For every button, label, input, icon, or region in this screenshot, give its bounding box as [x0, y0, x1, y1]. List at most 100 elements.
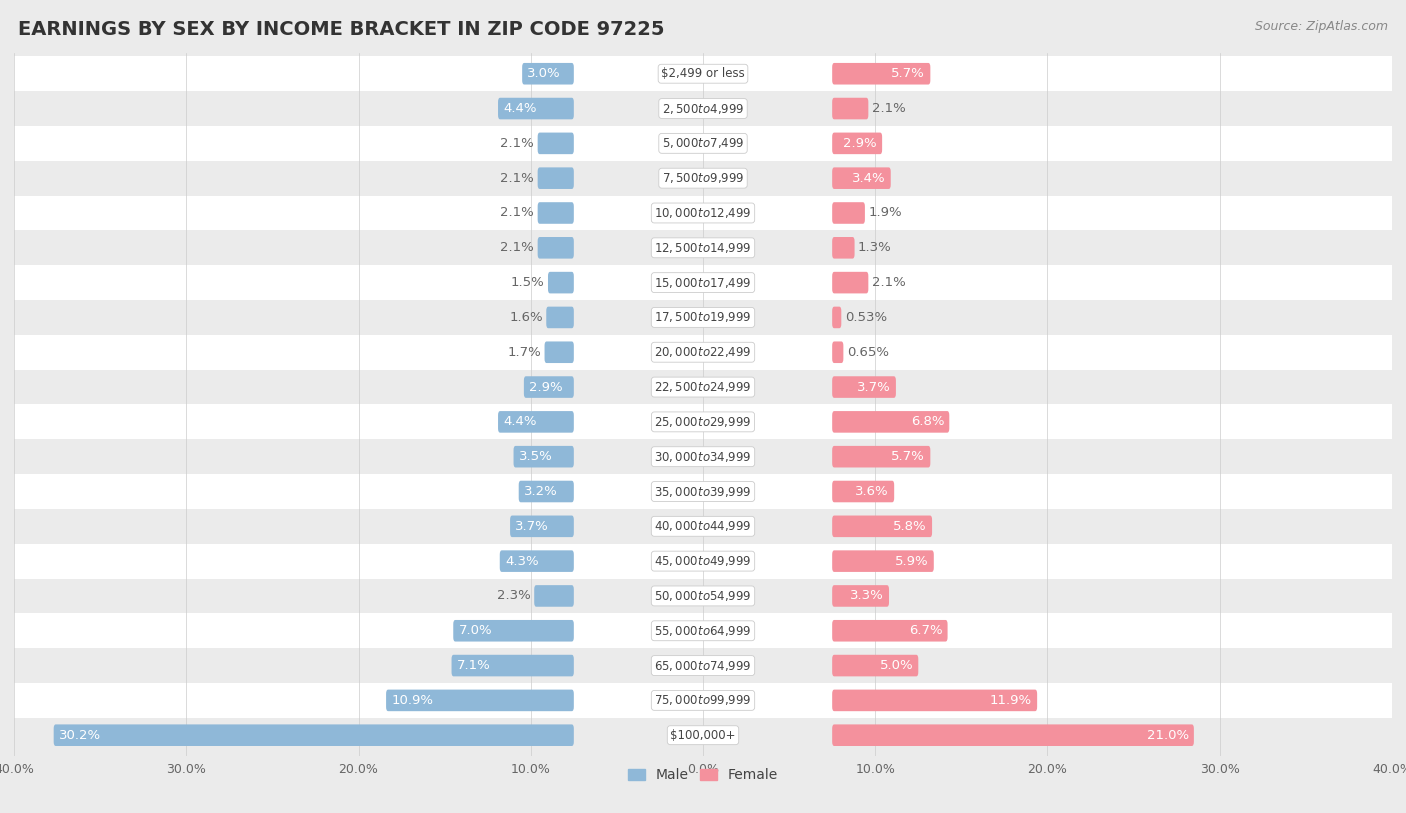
FancyBboxPatch shape	[498, 98, 574, 120]
FancyBboxPatch shape	[832, 724, 1194, 746]
FancyBboxPatch shape	[522, 63, 574, 85]
Text: 3.2%: 3.2%	[524, 485, 558, 498]
FancyBboxPatch shape	[832, 272, 869, 293]
Text: $100,000+: $100,000+	[671, 728, 735, 741]
Text: 5.7%: 5.7%	[891, 67, 925, 80]
Text: 0.65%: 0.65%	[846, 346, 889, 359]
FancyBboxPatch shape	[832, 550, 934, 572]
Bar	[14, 509, 1392, 544]
Text: 2.1%: 2.1%	[501, 172, 534, 185]
Bar	[14, 579, 1392, 613]
FancyBboxPatch shape	[832, 515, 932, 537]
FancyBboxPatch shape	[832, 620, 948, 641]
Bar	[14, 718, 1392, 753]
FancyBboxPatch shape	[537, 202, 574, 224]
FancyBboxPatch shape	[548, 272, 574, 293]
FancyBboxPatch shape	[537, 237, 574, 259]
Text: 6.7%: 6.7%	[908, 624, 942, 637]
Text: 1.5%: 1.5%	[510, 276, 544, 289]
Text: 0.53%: 0.53%	[845, 311, 887, 324]
Bar	[14, 56, 1392, 91]
Text: 1.6%: 1.6%	[509, 311, 543, 324]
Text: 10.9%: 10.9%	[391, 693, 433, 706]
FancyBboxPatch shape	[498, 411, 574, 433]
Bar	[14, 196, 1392, 230]
FancyBboxPatch shape	[453, 620, 574, 641]
Text: 3.5%: 3.5%	[519, 450, 553, 463]
Text: 21.0%: 21.0%	[1146, 728, 1188, 741]
Bar	[14, 230, 1392, 265]
Text: $17,500 to $19,999: $17,500 to $19,999	[654, 311, 752, 324]
FancyBboxPatch shape	[832, 654, 918, 676]
FancyBboxPatch shape	[832, 585, 889, 606]
FancyBboxPatch shape	[832, 411, 949, 433]
Text: 11.9%: 11.9%	[990, 693, 1032, 706]
Text: EARNINGS BY SEX BY INCOME BRACKET IN ZIP CODE 97225: EARNINGS BY SEX BY INCOME BRACKET IN ZIP…	[18, 20, 665, 39]
Text: $15,000 to $17,499: $15,000 to $17,499	[654, 276, 752, 289]
Text: 3.7%: 3.7%	[515, 520, 548, 533]
Text: $22,500 to $24,999: $22,500 to $24,999	[654, 380, 752, 394]
FancyBboxPatch shape	[519, 480, 574, 502]
Text: $5,000 to $7,499: $5,000 to $7,499	[662, 137, 744, 150]
Text: 30.2%: 30.2%	[59, 728, 101, 741]
Text: 1.9%: 1.9%	[869, 207, 903, 220]
Text: 2.1%: 2.1%	[501, 207, 534, 220]
Text: $55,000 to $64,999: $55,000 to $64,999	[654, 624, 752, 637]
Text: $2,500 to $4,999: $2,500 to $4,999	[662, 102, 744, 115]
Text: $7,500 to $9,999: $7,500 to $9,999	[662, 172, 744, 185]
Bar	[14, 370, 1392, 404]
FancyBboxPatch shape	[832, 98, 869, 120]
Text: 7.1%: 7.1%	[457, 659, 491, 672]
Bar	[14, 544, 1392, 579]
Text: $75,000 to $99,999: $75,000 to $99,999	[654, 693, 752, 707]
Bar	[14, 648, 1392, 683]
FancyBboxPatch shape	[537, 167, 574, 189]
Bar	[14, 300, 1392, 335]
Text: $20,000 to $22,499: $20,000 to $22,499	[654, 346, 752, 359]
FancyBboxPatch shape	[510, 515, 574, 537]
FancyBboxPatch shape	[832, 689, 1038, 711]
Text: $30,000 to $34,999: $30,000 to $34,999	[654, 450, 752, 463]
FancyBboxPatch shape	[832, 341, 844, 363]
Text: 4.4%: 4.4%	[503, 415, 537, 428]
Legend: Male, Female: Male, Female	[623, 763, 783, 788]
Text: 2.1%: 2.1%	[872, 276, 905, 289]
Text: $2,499 or less: $2,499 or less	[661, 67, 745, 80]
Text: 2.1%: 2.1%	[872, 102, 905, 115]
FancyBboxPatch shape	[499, 550, 574, 572]
FancyBboxPatch shape	[832, 376, 896, 398]
Text: $25,000 to $29,999: $25,000 to $29,999	[654, 415, 752, 429]
FancyBboxPatch shape	[832, 480, 894, 502]
FancyBboxPatch shape	[547, 307, 574, 328]
FancyBboxPatch shape	[832, 202, 865, 224]
Text: 3.3%: 3.3%	[851, 589, 884, 602]
Bar	[14, 91, 1392, 126]
Text: $40,000 to $44,999: $40,000 to $44,999	[654, 520, 752, 533]
Text: 2.9%: 2.9%	[529, 380, 562, 393]
Text: $50,000 to $54,999: $50,000 to $54,999	[654, 589, 752, 603]
FancyBboxPatch shape	[513, 446, 574, 467]
FancyBboxPatch shape	[451, 654, 574, 676]
Bar	[14, 265, 1392, 300]
Text: 6.8%: 6.8%	[911, 415, 945, 428]
Bar	[14, 161, 1392, 196]
Bar	[14, 439, 1392, 474]
Text: 4.3%: 4.3%	[505, 554, 538, 567]
Text: $65,000 to $74,999: $65,000 to $74,999	[654, 659, 752, 672]
Text: 3.4%: 3.4%	[852, 172, 886, 185]
Text: 2.1%: 2.1%	[501, 241, 534, 254]
Text: 5.8%: 5.8%	[893, 520, 927, 533]
Text: 1.7%: 1.7%	[508, 346, 541, 359]
FancyBboxPatch shape	[832, 63, 931, 85]
Text: 2.3%: 2.3%	[496, 589, 531, 602]
Bar	[14, 474, 1392, 509]
Text: 5.0%: 5.0%	[880, 659, 912, 672]
Text: $12,500 to $14,999: $12,500 to $14,999	[654, 241, 752, 254]
Text: Source: ZipAtlas.com: Source: ZipAtlas.com	[1254, 20, 1388, 33]
Text: 2.1%: 2.1%	[501, 137, 534, 150]
Text: 5.9%: 5.9%	[896, 554, 928, 567]
Bar	[14, 126, 1392, 161]
FancyBboxPatch shape	[832, 446, 931, 467]
FancyBboxPatch shape	[387, 689, 574, 711]
Text: $45,000 to $49,999: $45,000 to $49,999	[654, 554, 752, 568]
